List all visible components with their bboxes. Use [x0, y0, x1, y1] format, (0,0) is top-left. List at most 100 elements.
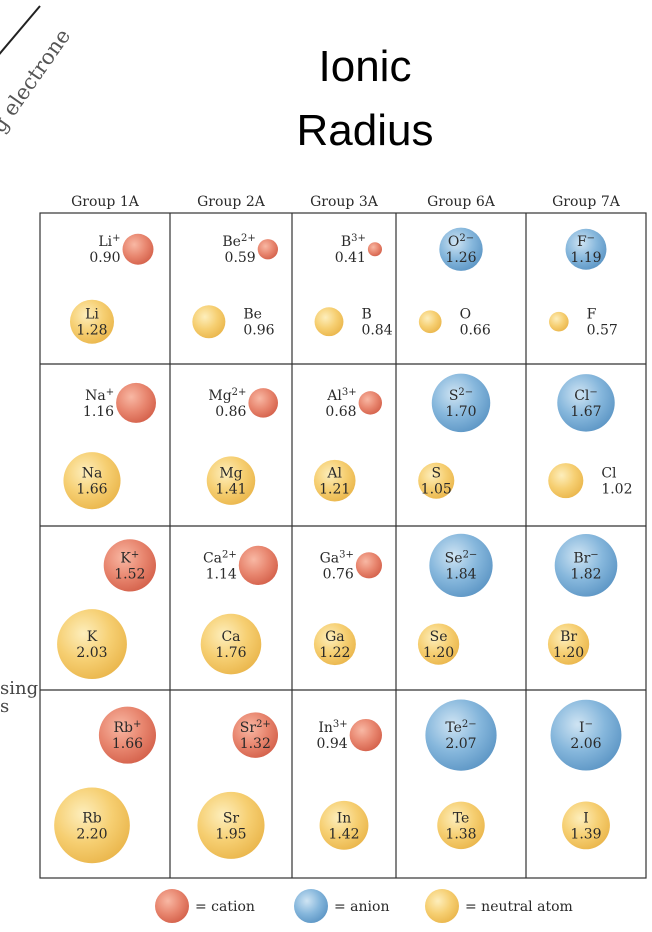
radius-value-label: 1.05	[421, 482, 452, 498]
anion-circle	[557, 374, 615, 432]
radius-value-label: 1.20	[553, 645, 584, 661]
neutral-atom-circle	[313, 459, 356, 502]
element-symbol-label: Be	[243, 307, 262, 323]
radius-value-label: 1.16	[83, 404, 114, 420]
neutral-atom-circle	[200, 613, 262, 675]
neutral-atom-circle	[547, 623, 590, 665]
neutral-atom-circle	[57, 609, 127, 679]
neutral-atom-circle	[206, 456, 256, 505]
neutral-atom-circle	[313, 623, 356, 666]
anion-circle	[431, 373, 491, 433]
radius-value-label: 1.32	[240, 736, 271, 752]
charge-superscript: −	[589, 387, 597, 398]
neutral-atom-circle	[314, 307, 344, 337]
cropped-fragment-left-2: s	[0, 696, 10, 717]
neutral-legend-swatch	[425, 889, 459, 923]
cation-circle	[358, 391, 382, 415]
charge-superscript: −	[587, 233, 595, 244]
anion-circle	[429, 533, 493, 598]
anion-circle	[439, 227, 483, 271]
element-symbol-label: Al	[326, 466, 342, 482]
radius-value-label: 1.66	[76, 482, 107, 498]
element-symbol-label: Sr	[223, 810, 240, 826]
legend-label: = neutral atom	[465, 899, 573, 915]
charge-superscript: 2−	[459, 233, 474, 244]
cation-circle	[116, 382, 156, 423]
anion-circle	[550, 699, 622, 771]
radius-value-label: 1.84	[445, 566, 476, 582]
charge-superscript: 2−	[458, 387, 473, 398]
charge-superscript: 2+	[232, 387, 247, 398]
element-symbol-label: Ca	[221, 629, 240, 645]
radius-value-label: 1.76	[215, 645, 246, 661]
charge-superscript: +	[133, 719, 141, 730]
cation-legend-swatch	[155, 889, 189, 923]
group-header: Group 2A	[197, 194, 266, 210]
charge-superscript: +	[112, 233, 120, 244]
cation-circle	[122, 233, 154, 265]
charge-superscript: 2+	[222, 549, 237, 560]
element-symbol-label: Rb	[82, 810, 102, 826]
element-symbol-label: Li+	[98, 233, 120, 250]
element-symbol-label: Ga3+	[320, 549, 354, 566]
radius-value-label: 0.68	[325, 404, 356, 420]
charge-superscript: −	[590, 549, 598, 560]
radius-value-label: 2.03	[76, 645, 107, 661]
charge-superscript: 2+	[256, 719, 271, 730]
radius-value-label: 1.52	[114, 566, 145, 582]
radius-value-label: 1.21	[319, 482, 350, 498]
element-symbol-label: Al3+	[326, 387, 356, 404]
neutral-atom-circle	[192, 305, 226, 339]
element-symbol-label: Cl	[601, 466, 617, 482]
charge-superscript: 2+	[241, 233, 256, 244]
radius-value-label: 1.02	[601, 482, 632, 498]
neutral-atom-circle	[548, 463, 584, 499]
element-symbol-label: K	[87, 629, 98, 645]
radius-value-label: 2.20	[76, 826, 107, 842]
anion-circle	[565, 228, 607, 270]
cation-circle	[103, 539, 156, 592]
cation-circle	[349, 718, 382, 752]
radius-value-label: 0.94	[316, 736, 347, 752]
neutral-atom-circle	[418, 310, 442, 334]
charge-superscript: 3+	[342, 387, 357, 398]
element-symbol-label: In3+	[318, 719, 347, 736]
element-symbol-label: I	[583, 810, 589, 826]
charge-superscript: 3+	[339, 549, 354, 560]
neutral-atom-circle	[69, 299, 115, 344]
radius-value-label: 1.67	[570, 404, 601, 420]
radius-value-label: 1.41	[215, 482, 246, 498]
element-symbol-label: Na+	[85, 387, 114, 404]
element-symbol-label: O	[460, 307, 471, 323]
neutral-atom-circle	[549, 311, 569, 332]
group-header: Group 6A	[427, 194, 496, 210]
element-symbol-label: Be2+	[222, 233, 255, 250]
neutral-atom-circle	[417, 623, 460, 665]
radius-value-label: 1.26	[445, 250, 476, 266]
title-line-2: Radius	[296, 106, 434, 155]
cation-circle	[257, 239, 278, 260]
cropped-fragment-left: sing	[0, 678, 39, 699]
radius-value-label: 1.14	[206, 566, 237, 582]
radius-value-label: 1.66	[112, 736, 143, 752]
neutral-atom-circle	[437, 801, 485, 850]
cation-circle	[238, 545, 278, 585]
cation-circle	[98, 706, 156, 764]
element-symbol-label: Ca2+	[203, 549, 237, 566]
group-header: Group 1A	[71, 194, 140, 210]
neutral-atom-circle	[54, 787, 130, 864]
element-symbol-label: Te	[453, 810, 470, 826]
element-symbol-label: Br	[560, 629, 577, 645]
arrow-line	[0, 5, 41, 55]
cation-circle	[232, 712, 278, 758]
neutral-atom-circle	[319, 800, 369, 850]
neutral-atom-circle	[418, 462, 455, 499]
legend-label: = cation	[195, 899, 255, 915]
radius-value-label: 0.76	[323, 566, 354, 582]
radius-value-label: 0.57	[587, 323, 618, 339]
group-header: Group 7A	[552, 194, 621, 210]
radius-value-label: 1.42	[328, 826, 359, 842]
cropped-text-fragment: g electrone	[0, 5, 75, 137]
element-symbol-label: B	[361, 307, 371, 323]
